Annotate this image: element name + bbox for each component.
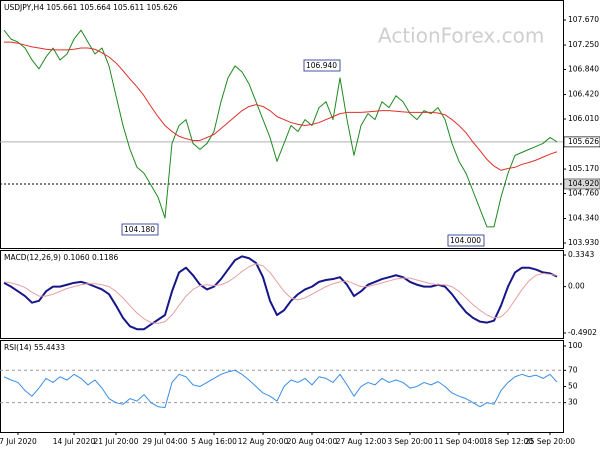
y-tick-label: -0.4902 xyxy=(568,328,597,337)
last-price-label: 105.626 xyxy=(568,137,599,146)
y-tick-label: 30 xyxy=(568,398,578,407)
annotation: 104.000 xyxy=(450,236,481,245)
panel-title: RSI(14) 55.4433 xyxy=(4,343,65,352)
x-tick-label: 5 Aug 16:00 xyxy=(191,437,237,446)
annotation: 106.940 xyxy=(306,61,337,70)
last-price-box xyxy=(563,136,600,148)
panel-title: USDJPY,H4 105.661 105.664 105.611 105.62… xyxy=(4,3,178,12)
series-line xyxy=(3,263,558,325)
y-tick-label: 104.760 xyxy=(568,189,599,198)
x-tick-label: 20 Aug 04:00 xyxy=(287,437,338,446)
annotation: 104.180 xyxy=(124,225,155,234)
x-tick-label: 7 Jul 2020 xyxy=(0,437,37,446)
x-tick-label: 11 Sep 04:00 xyxy=(434,437,484,446)
panel-frame xyxy=(0,250,564,339)
annotation-box xyxy=(121,223,159,236)
panel-frame xyxy=(0,0,564,249)
x-tick-label: 14 Jul 2020 xyxy=(53,437,96,446)
series-line xyxy=(3,255,558,331)
series-line xyxy=(3,29,558,228)
y-tick-label: 105.170 xyxy=(568,164,599,173)
x-tick-label: 12 Aug 20:00 xyxy=(238,437,289,446)
x-tick-label: 27 Aug 12:00 xyxy=(336,437,387,446)
x-tick-label: 21 Jul 20:00 xyxy=(94,437,139,446)
reference-label: 104.920 xyxy=(568,179,599,188)
x-tick-label: 25 Sep 20:00 xyxy=(525,437,575,446)
x-tick-label: 3 Sep 20:00 xyxy=(387,437,433,446)
y-tick-label: 50 xyxy=(568,381,578,390)
x-tick-label: 29 Jul 04:00 xyxy=(143,437,188,446)
y-tick-label: 106.840 xyxy=(568,65,599,74)
annotation-box xyxy=(303,59,341,72)
annotation-box xyxy=(447,234,485,247)
y-tick-label: 107.250 xyxy=(568,40,599,49)
y-tick-label: 0.00 xyxy=(568,282,585,291)
y-tick-label: 106.420 xyxy=(568,90,599,99)
series-line xyxy=(4,41,558,171)
y-tick-label: 107.670 xyxy=(568,15,599,24)
y-tick-label: 0.3343 xyxy=(568,250,594,259)
panel-title: MACD(12,26,9) 0.1060 0.1186 xyxy=(4,253,118,262)
reference-label-box xyxy=(563,178,600,190)
y-tick-label: 106.010 xyxy=(568,114,599,123)
y-tick-label: 103.930 xyxy=(568,238,599,247)
y-tick-label: 100 xyxy=(568,341,583,350)
watermark: ActionForex.com xyxy=(378,24,544,48)
y-tick-label: 104.340 xyxy=(568,214,599,223)
x-tick-label: 18 Sep 12:00 xyxy=(483,437,533,446)
series-line xyxy=(3,369,558,409)
y-tick-label: 70 xyxy=(568,365,578,374)
